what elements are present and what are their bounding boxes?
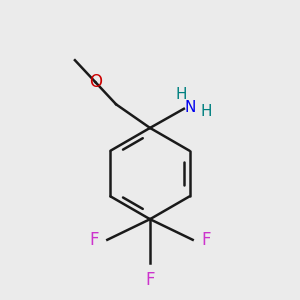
Text: O: O <box>89 73 102 91</box>
Text: H: H <box>175 87 187 102</box>
Text: N: N <box>184 100 195 115</box>
Text: F: F <box>202 231 211 249</box>
Text: F: F <box>89 231 98 249</box>
Text: H: H <box>200 104 212 119</box>
Text: F: F <box>145 271 155 289</box>
